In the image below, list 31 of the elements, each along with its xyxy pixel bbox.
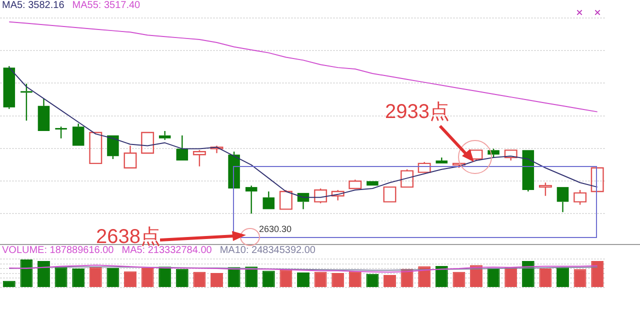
candlestick: [538, 182, 552, 196]
candlestick: [556, 187, 569, 213]
bar: [20, 260, 33, 288]
candlestick: [55, 126, 67, 139]
candlestick: [192, 150, 206, 167]
candlestick: [176, 134, 188, 160]
series-label: VOLUME: 187889616.00: [2, 245, 114, 256]
series-label: MA10: 248345392.00: [220, 245, 316, 256]
bar: [418, 266, 431, 288]
candlestick: [38, 98, 50, 131]
candlestick: [124, 145, 137, 168]
text: MA5: 3582.16: [2, 0, 64, 11]
series-label: MA55: 3517.40: [72, 0, 140, 11]
candlestick: [20, 83, 32, 122]
candlestick: [245, 184, 258, 214]
bar: [245, 266, 258, 288]
bar: [591, 260, 604, 288]
bar: [158, 266, 172, 288]
candlestick: [436, 156, 448, 164]
bar: [38, 260, 50, 288]
candlestick: [3, 65, 16, 110]
bar: [470, 265, 482, 288]
candlestick: [522, 150, 534, 192]
bar: [522, 260, 534, 288]
candlestick: [262, 190, 275, 210]
annotation: 2933点: [385, 101, 450, 123]
bar: [435, 266, 448, 288]
candlestick: [210, 145, 224, 154]
series-label: MA5: 213332784.00: [122, 245, 212, 256]
text: 2630.30: [259, 224, 292, 234]
bar: [2, 280, 16, 288]
